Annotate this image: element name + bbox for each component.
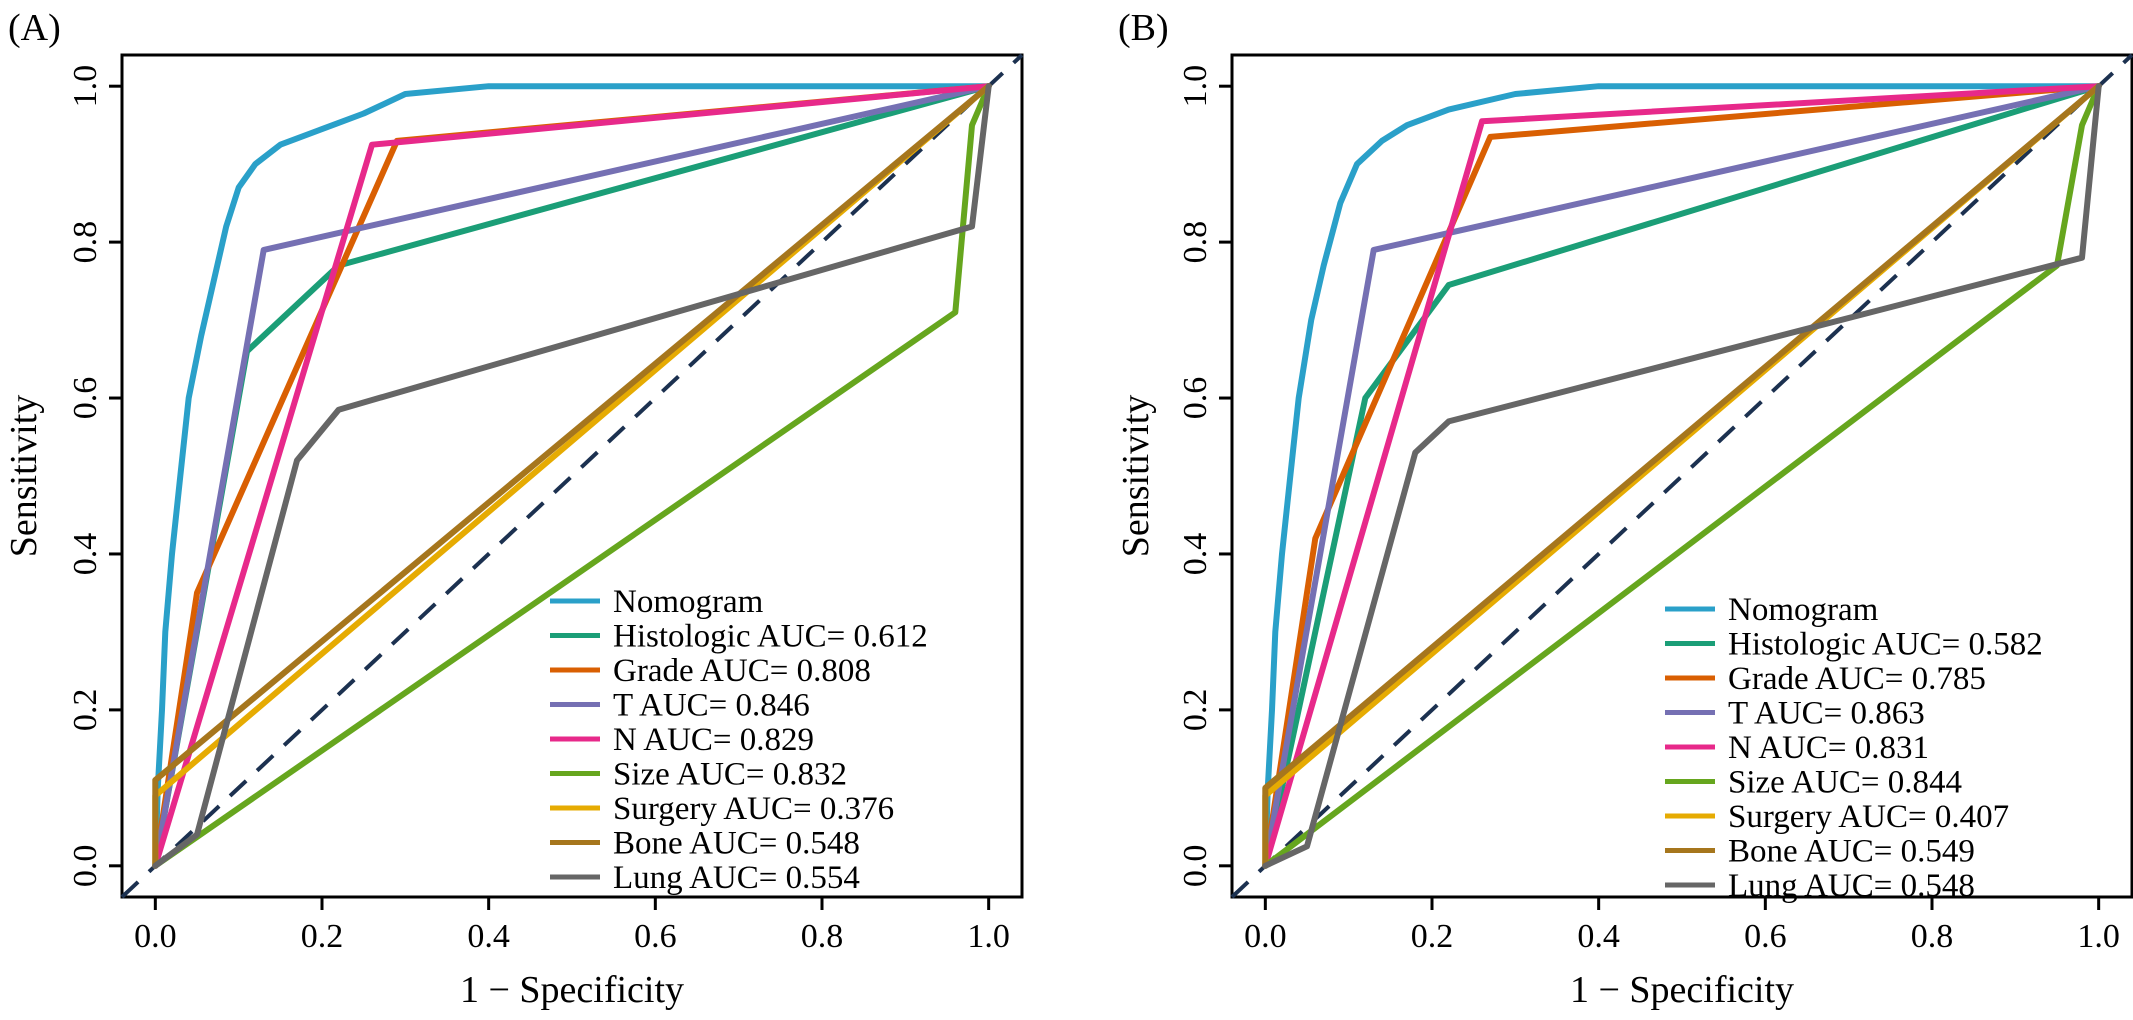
panel-b-legend-label-bone: Bone AUC= 0.549 (1728, 834, 1975, 870)
panel-a-legend-label-histologic: Histologic AUC= 0.612 (613, 619, 928, 655)
panel-a-legend-label-surgery: Surgery AUC= 0.376 (613, 791, 894, 827)
panel-b-y-tick-label: 0.8 (1177, 221, 1214, 264)
panel-a-legend-label-nomogram: Nomogram (613, 584, 764, 620)
panel-b-x-axis-title: 1 − Specificity (1570, 969, 1794, 1011)
panel-a-x-axis-title: 1 − Specificity (460, 969, 684, 1011)
panel-b-legend-label-size: Size AUC= 0.844 (1728, 765, 1962, 801)
panel-b-legend-label-n: N AUC= 0.831 (1728, 730, 1929, 766)
panel-a-y-tick-label: 0.4 (67, 533, 104, 576)
panel-a-legend-label-lung: Lung AUC= 0.554 (613, 860, 860, 896)
panel-b-y-tick-label: 1.0 (1177, 65, 1214, 108)
panel-a-series-t (152, 83, 992, 869)
panel-b-y-axis-title: Sensitivity (1115, 395, 1157, 558)
panel-a-series-layer (120, 53, 1024, 899)
panel-b-legend-label-t: T AUC= 0.863 (1728, 696, 1925, 732)
panel-b-x-tick-label: 0.8 (1911, 918, 1954, 955)
panel-a-series-nomogram (152, 83, 992, 869)
panel-a-legend-label-size: Size AUC= 0.832 (613, 757, 847, 793)
panel-a-reference-diagonal (120, 53, 1024, 899)
panel-b-legend-label-lung: Lung AUC= 0.548 (1728, 868, 1975, 904)
panel-a-series-n (152, 83, 992, 869)
panel-a-plot-frame (120, 53, 1024, 899)
panel-a-series-bone (152, 83, 992, 869)
panel-b-series-grade (1262, 83, 2102, 869)
panel-a-legend-label-n: N AUC= 0.829 (613, 722, 814, 758)
panel-b-series-size (1262, 83, 2102, 869)
panel-b-y-tick-label: 0.4 (1177, 533, 1214, 576)
panel-a: (A) 0.0 0.2 0.4 0.6 0.8 1.0 0.0 0.2 0.4 0.6 0.8 1.0… (3, 7, 1024, 1011)
panel-a-x-tick-label: 0.2 (301, 918, 344, 955)
panel-b-series-t (1262, 83, 2102, 869)
panel-a-x-tick-label: 0.8 (801, 918, 844, 955)
panel-b-plot-frame (1230, 53, 2133, 899)
panel-a-series-size (152, 83, 992, 869)
panel-a-y-tick-label: 0.0 (67, 845, 104, 888)
panel-b-x-tick-label: 1.0 (2077, 918, 2120, 955)
panel-b-reference-diagonal (1230, 53, 2133, 899)
panel-b-series-n (1262, 83, 2102, 869)
panel-b-legend-label-nomogram: Nomogram (1728, 592, 1879, 628)
panel-b-series-nomogram (1262, 83, 2102, 869)
panel-b-y-tick-label: 0.6 (1177, 377, 1214, 420)
panel-b-legend-label-grade: Grade AUC= 0.785 (1728, 661, 1986, 697)
panel-b-series-bone (1262, 83, 2102, 869)
panel-b-legend-label-histologic: Histologic AUC= 0.582 (1728, 627, 2043, 663)
panel-b-legend-label-surgery: Surgery AUC= 0.407 (1728, 799, 2009, 835)
panel-a-y-tick-label: 0.8 (67, 221, 104, 264)
panel-b-y-tick-label: 0.0 (1177, 845, 1214, 888)
panel-a-ticks: 0.0 0.2 0.4 0.6 0.8 1.0 0.0 0.2 0.4 0.6 0.8 1.0 (67, 65, 1010, 955)
panel-a-x-tick-label: 0.0 (134, 918, 177, 955)
panel-b-x-tick-label: 0.6 (1744, 918, 1787, 955)
panel-a-y-tick-label: 0.6 (67, 377, 104, 420)
panel-a-y-axis-title: Sensitivity (3, 395, 45, 558)
panel-a-series-lung (152, 83, 992, 869)
panel-b-x-tick-label: 0.4 (1577, 918, 1620, 955)
panel-a-legend-label-grade: Grade AUC= 0.808 (613, 653, 871, 689)
panel-b-series-histologic (1262, 83, 2102, 869)
panel-b-series-layer (1230, 53, 2133, 899)
panel-a-y-tick-label: 1.0 (67, 65, 104, 108)
panel-a-legend-label-bone: Bone AUC= 0.548 (613, 826, 860, 862)
panel-a-y-tick-label: 0.2 (67, 689, 104, 732)
panel-b-x-tick-label: 0.2 (1411, 918, 1454, 955)
panel-b-label: (B) (1118, 7, 1169, 49)
panel-a-x-tick-label: 1.0 (967, 918, 1010, 955)
panel-a-label: (A) (8, 7, 61, 49)
panel-a-x-tick-label: 0.6 (634, 918, 677, 955)
panel-b-series-lung (1262, 83, 2102, 869)
panel-b: (B) 0.0 0.2 0.4 0.6 0.8 1.0 0.0 0.2 0.4 0.6 0.8 1.0… (1115, 7, 2133, 1011)
panel-a-legend-label-t: T AUC= 0.846 (613, 688, 810, 724)
panel-b-y-tick-label: 0.2 (1177, 689, 1214, 732)
panel-a-x-tick-label: 0.4 (467, 918, 510, 955)
panel-b-x-tick-label: 0.0 (1244, 918, 1287, 955)
panel-b-ticks: 0.0 0.2 0.4 0.6 0.8 1.0 0.0 0.2 0.4 0.6 0.8 1.0 (1177, 65, 2120, 955)
